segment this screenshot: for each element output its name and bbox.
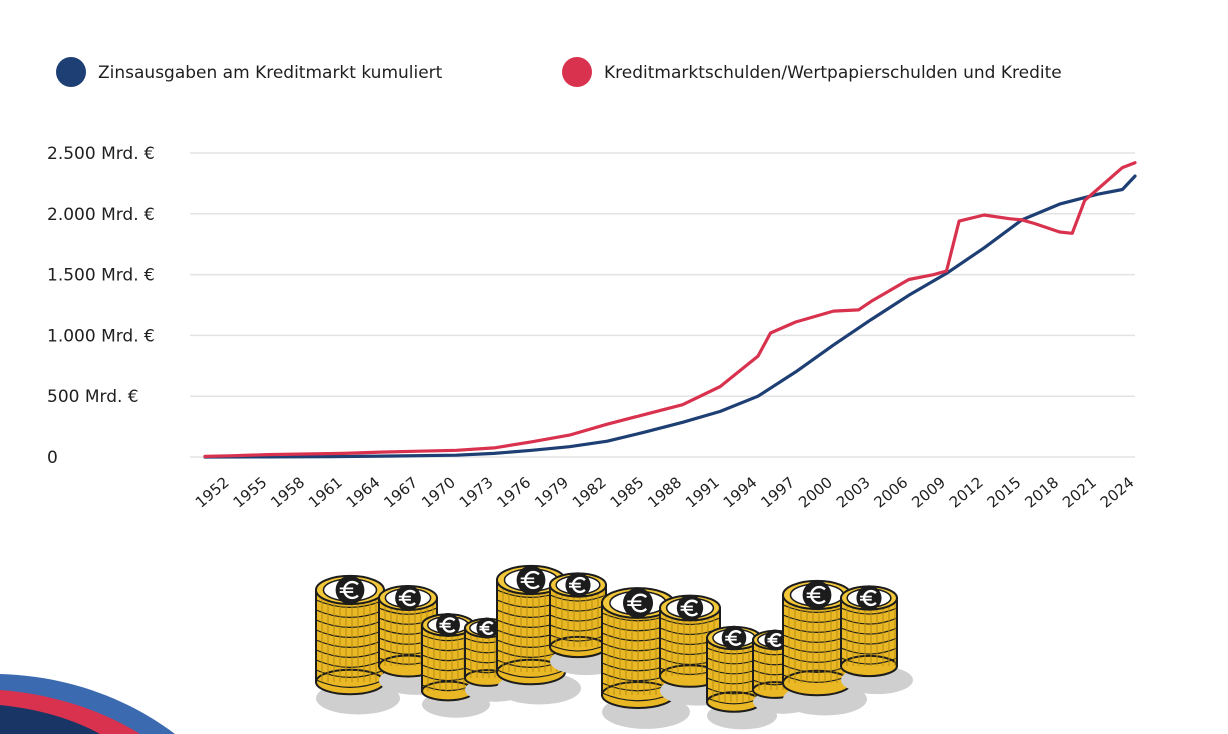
- x-tick-label: 2012: [946, 473, 987, 511]
- y-tick-label: 2.500 Mrd. €: [47, 144, 155, 164]
- euro-icon: [395, 585, 421, 611]
- grid: [190, 152, 1135, 458]
- x-tick-label: 2003: [833, 473, 874, 511]
- y-tick-label: 2.000 Mrd. €: [47, 205, 155, 225]
- x-tick-label: 2015: [984, 473, 1025, 511]
- euro-icon: [856, 585, 882, 611]
- x-tick-label: 1958: [267, 473, 308, 511]
- x-tick-label: 1988: [644, 473, 685, 511]
- legend-item-kreditmarktschulden: Kreditmarktschulden/Wertpapierschulden u…: [562, 57, 1062, 87]
- x-tick-label: 1970: [418, 473, 459, 511]
- coin-stack: [782, 579, 867, 716]
- x-tick-label: 1982: [569, 473, 610, 511]
- x-tick-label: 2024: [1097, 473, 1138, 511]
- x-tick-label: 1967: [380, 473, 421, 511]
- series-line-0: [203, 174, 1137, 459]
- x-tick-label: 1997: [757, 473, 798, 511]
- x-tick-label: 2018: [1021, 473, 1062, 511]
- series-lines: [203, 161, 1137, 459]
- x-tick-label: 2021: [1059, 473, 1100, 511]
- x-tick-label: 1985: [607, 473, 648, 511]
- legend-item-zinsausgaben: Zinsausgaben am Kreditmarkt kumuliert: [56, 57, 443, 87]
- x-tick-label: 1955: [230, 473, 271, 511]
- series-line-1: [203, 161, 1137, 458]
- coin-stack: [421, 613, 490, 718]
- coin-stack: [549, 572, 622, 676]
- x-tick-label: 1994: [720, 473, 761, 511]
- legend: Zinsausgaben am Kreditmarkt kumuliert Kr…: [56, 57, 1062, 87]
- y-tick-label: 1.000 Mrd. €: [47, 326, 155, 346]
- euro-icon: [335, 575, 365, 605]
- legend-swatch-zinsausgaben: [56, 57, 86, 87]
- x-tick-label: 2006: [871, 473, 912, 511]
- y-axis-tick-labels: 0 500 Mrd. € 1.000 Mrd. € 1.500 Mrd. € 2.000…: [47, 144, 155, 468]
- euro-icon: [565, 572, 591, 598]
- x-axis-tick-labels: 1952195519581961196419671970197319761979…: [192, 473, 1138, 511]
- x-tick-label: 1961: [305, 473, 346, 511]
- euro-icon: [516, 565, 546, 595]
- y-tick-label: 1.500 Mrd. €: [47, 266, 155, 286]
- coin-stacks-illustration: [315, 564, 913, 730]
- x-tick-label: 1964: [343, 473, 384, 511]
- coin-stack: [706, 625, 777, 730]
- euro-icon: [802, 580, 832, 610]
- legend-swatch-kreditmarktschulden: [562, 57, 592, 87]
- euro-icon: [721, 625, 747, 651]
- x-tick-label: 1991: [682, 473, 723, 511]
- euro-icon: [436, 613, 460, 637]
- corner-decoration: [0, 674, 175, 734]
- legend-label-kreditmarktschulden: Kreditmarktschulden/Wertpapierschulden u…: [604, 63, 1062, 83]
- coin-stack: [840, 585, 913, 695]
- coin-stack: [315, 574, 400, 715]
- legend-label-zinsausgaben: Zinsausgaben am Kreditmarkt kumuliert: [98, 63, 443, 83]
- x-tick-label: 1979: [531, 473, 572, 511]
- euro-icon: [676, 594, 704, 622]
- euro-icon: [622, 587, 654, 619]
- x-tick-label: 1976: [494, 473, 535, 511]
- x-tick-label: 1952: [192, 473, 233, 511]
- x-tick-label: 2000: [795, 473, 836, 511]
- x-tick-label: 2009: [908, 473, 949, 511]
- y-tick-label: 0: [47, 448, 58, 468]
- x-tick-label: 1973: [456, 473, 497, 511]
- y-tick-label: 500 Mrd. €: [47, 387, 139, 407]
- euro-icon: [476, 617, 498, 639]
